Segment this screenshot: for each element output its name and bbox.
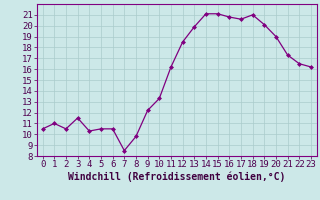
X-axis label: Windchill (Refroidissement éolien,°C): Windchill (Refroidissement éolien,°C)	[68, 172, 285, 182]
